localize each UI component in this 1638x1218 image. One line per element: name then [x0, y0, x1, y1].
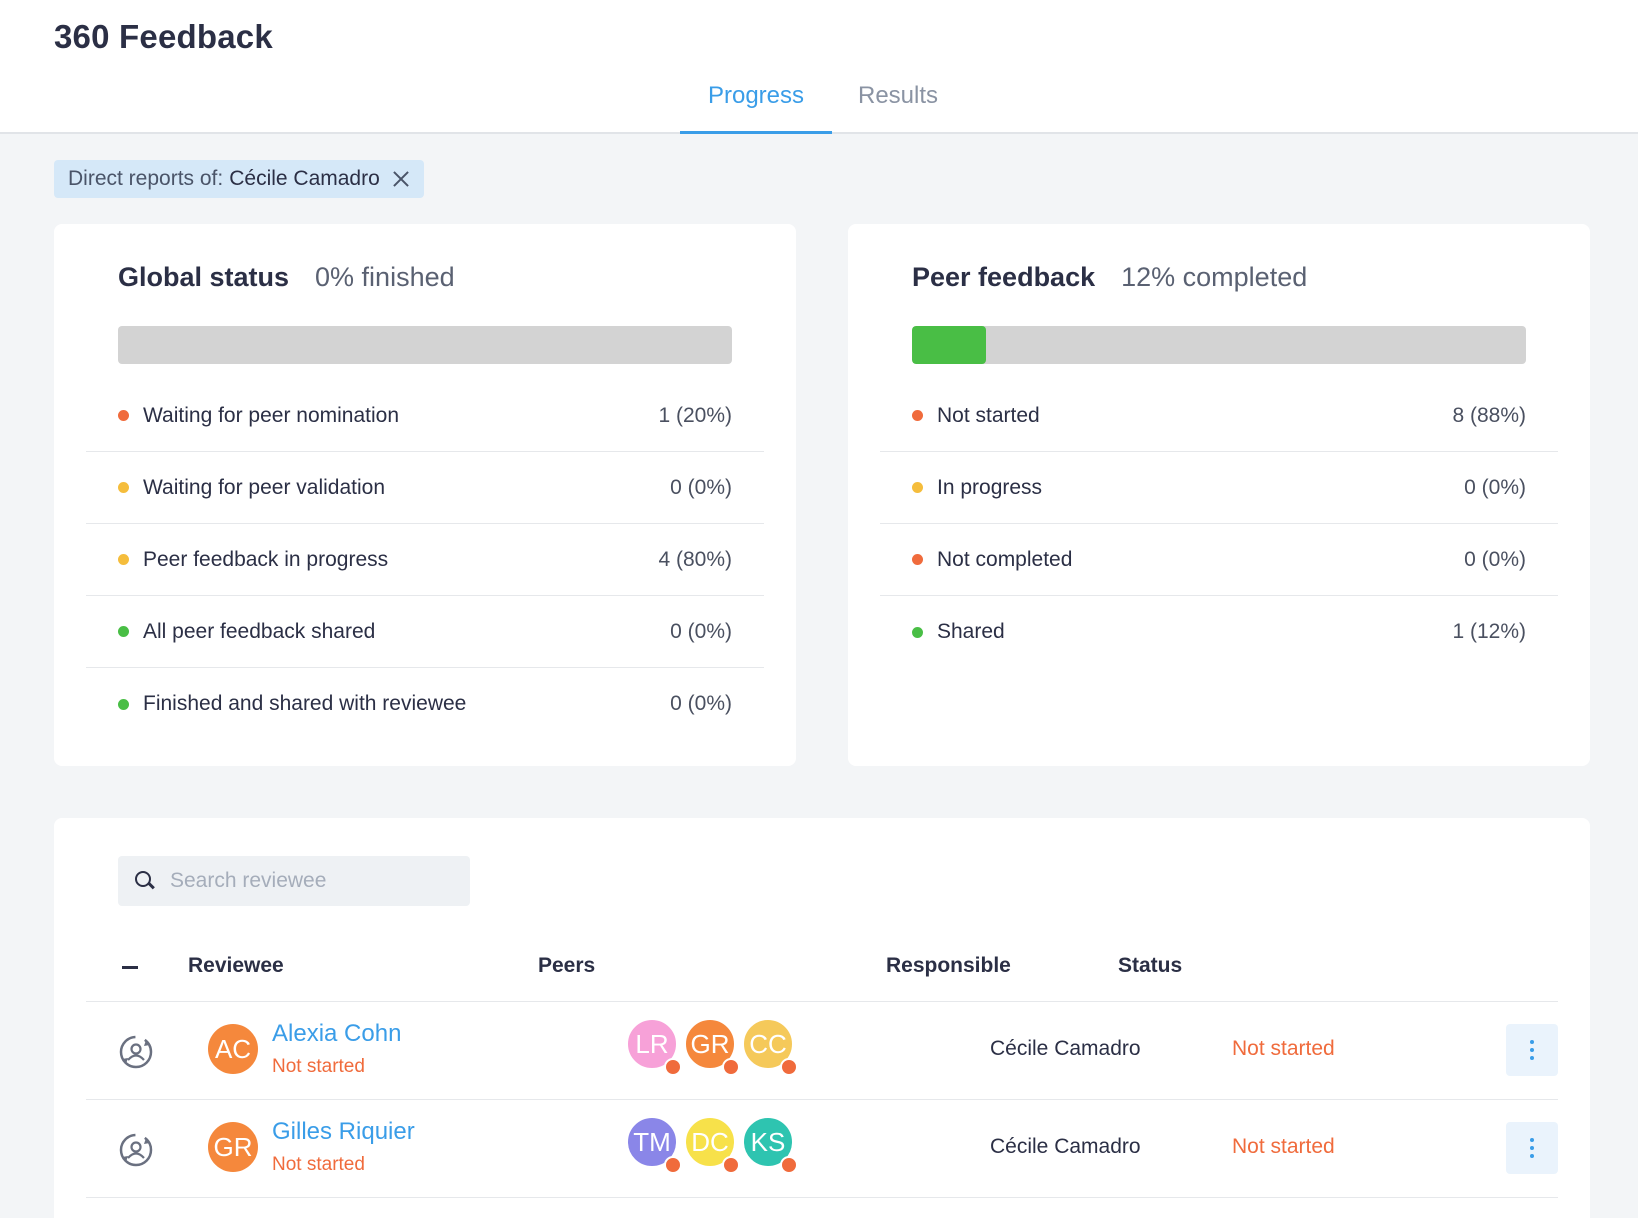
status-value: 0 (0%) — [670, 475, 732, 499]
rotate-user-icon[interactable] — [116, 1130, 156, 1170]
status-value: 8 (88%) — [1452, 403, 1526, 427]
peer-avatar[interactable]: TM — [626, 1116, 678, 1168]
peer-feedback-card: Peer feedback 12% completed Not started 8… — [848, 224, 1590, 766]
close-icon[interactable] — [392, 170, 410, 188]
status-label: In progress — [937, 475, 1043, 499]
more-dot — [1530, 1056, 1534, 1060]
peer-feedback-list: Not started 8 (88%) In progress 0 (0%) Not c… — [880, 380, 1558, 668]
row-status: Not started — [1232, 1135, 1335, 1158]
more-dot — [1530, 1040, 1534, 1044]
reviewee-name-link[interactable]: Gilles Riquier — [272, 1118, 415, 1145]
status-row: All peer feedback shared 0 (0%) — [86, 596, 764, 668]
filter-chip-prefix: Direct reports of: — [68, 167, 224, 190]
search-input[interactable] — [170, 869, 450, 893]
column-header-status[interactable]: Status — [1118, 954, 1183, 977]
peer-status-dot — [664, 1058, 682, 1076]
status-row: Finished and shared with reviewee 0 (0%) — [86, 668, 764, 740]
global-status-header: Global status 0% finished — [118, 262, 455, 293]
column-header-reviewee[interactable]: Reviewee — [188, 954, 284, 977]
status-row: Peer feedback in progress 4 (80%) — [86, 524, 764, 596]
more-options-button[interactable] — [1506, 1122, 1558, 1174]
status-dot — [118, 554, 129, 565]
status-dot — [912, 554, 923, 565]
search-box[interactable] — [118, 856, 470, 906]
status-label: Shared — [937, 620, 1005, 643]
status-dot — [118, 410, 129, 421]
page-header: 360 Feedback Progress Results — [0, 0, 1638, 134]
peer-status-dot — [664, 1156, 682, 1174]
status-value: 0 (0%) — [1464, 547, 1526, 571]
status-label: Peer feedback in progress — [143, 547, 389, 571]
global-status-summary: 0% finished — [315, 262, 455, 292]
status-label: Waiting for peer validation — [143, 475, 386, 499]
status-row: Shared 1 (12%) — [880, 596, 1558, 668]
rotate-user-icon[interactable] — [116, 1032, 156, 1072]
status-label: Waiting for peer nomination — [143, 403, 400, 427]
status-label: Not completed — [937, 547, 1073, 571]
status-dot — [912, 410, 923, 421]
reviewee-name-link[interactable]: Alexia Cohn — [272, 1020, 402, 1047]
page-title: 360 Feedback — [54, 18, 273, 55]
tab-results[interactable]: Results — [857, 82, 939, 109]
peer-feedback-progress-fill — [912, 326, 986, 364]
filter-chip-name: Cécile Camadro — [229, 167, 380, 190]
global-status-progress-bar — [118, 326, 732, 364]
peer-feedback-header: Peer feedback 12% completed — [912, 262, 1307, 293]
status-dot — [118, 626, 129, 637]
reviewee-sub-status: Not started — [272, 1056, 365, 1077]
more-options-button[interactable] — [1506, 1024, 1558, 1076]
global-status-title: Global status — [118, 262, 290, 292]
row-status: Not started — [1232, 1037, 1335, 1060]
status-row: Waiting for peer nomination 1 (20%) — [86, 380, 764, 452]
status-dot — [912, 482, 923, 493]
table-row[interactable]: GR Gilles Riquier Not started TM DC KS Cécile … — [86, 1100, 1558, 1198]
table-header-divider — [86, 1001, 1558, 1002]
more-dot — [1530, 1048, 1534, 1052]
avatar: GR — [208, 1122, 258, 1172]
search-icon — [134, 870, 156, 892]
status-dot — [118, 482, 129, 493]
status-value: 0 (0%) — [1464, 475, 1526, 499]
responsible-name: Cécile Camadro — [990, 1037, 1141, 1060]
status-value: 1 (12%) — [1452, 620, 1526, 643]
tab-progress[interactable]: Progress — [680, 82, 832, 134]
status-dot — [912, 626, 923, 638]
status-row: Not completed 0 (0%) — [880, 524, 1558, 596]
peer-status-dot — [780, 1058, 798, 1076]
more-dot — [1530, 1138, 1534, 1142]
column-header-peers: Peers — [538, 954, 596, 977]
global-status-list: Waiting for peer nomination 1 (20%) Waitin… — [86, 380, 764, 740]
status-value: 0 (0%) — [670, 619, 732, 643]
status-label: Not started — [937, 403, 1040, 427]
peer-avatar[interactable]: DC — [684, 1116, 736, 1168]
responsible-name: Cécile Camadro — [990, 1135, 1141, 1158]
filter-chip: Direct reports of: Cécile Camadro — [54, 160, 424, 198]
peer-feedback-title: Peer feedback — [912, 262, 1096, 292]
status-row: Not started 8 (88%) — [880, 380, 1558, 452]
status-label: Finished and shared with reviewee — [143, 692, 467, 715]
avatar: AC — [208, 1024, 258, 1074]
status-value: 1 (20%) — [658, 403, 732, 427]
status-value: 0 (0%) — [670, 692, 732, 715]
global-status-card: Global status 0% finished Waiting for pe… — [54, 224, 796, 766]
peer-status-dot — [722, 1058, 740, 1076]
reviewee-table-card: Reviewee Peers Responsible Status AC Alex… — [54, 818, 1590, 1218]
more-dot — [1530, 1146, 1534, 1150]
peer-status-dot — [722, 1156, 740, 1174]
table-row[interactable]: AC Alexia Cohn Not started LR GR CC Cécile Cam… — [86, 1002, 1558, 1100]
peer-feedback-summary: 12% completed — [1121, 262, 1308, 292]
column-header-responsible[interactable]: Responsible — [886, 954, 1011, 977]
status-value: 4 (80%) — [658, 547, 732, 571]
status-row: In progress 0 (0%) — [880, 452, 1558, 524]
reviewee-sub-status: Not started — [272, 1154, 365, 1175]
status-label: All peer feedback shared — [143, 619, 376, 643]
peer-feedback-progress-bar — [912, 326, 1526, 364]
status-row: Waiting for peer validation 0 (0%) — [86, 452, 764, 524]
status-dot — [118, 698, 129, 710]
more-dot — [1530, 1154, 1534, 1158]
peer-status-dot — [780, 1156, 798, 1174]
collapse-all-toggle[interactable] — [122, 966, 138, 969]
